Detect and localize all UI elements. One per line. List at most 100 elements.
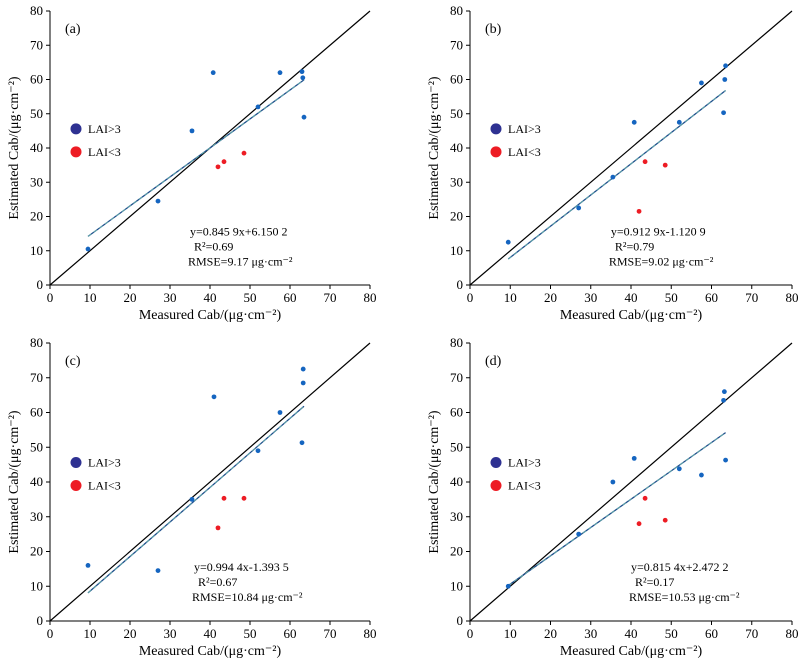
x-tick-label: 40 [204,290,217,305]
x-tick-label: 0 [467,290,474,305]
x-axis-label: Measured Cab/(μg·cm⁻²) [139,644,282,659]
data-point-lai-high [505,239,511,245]
data-point-lai-high [277,70,283,76]
y-tick-label: 10 [450,243,463,258]
x-tick-label: 20 [124,626,137,641]
y-tick-label: 70 [450,370,463,385]
chart-panel-c: 0 10 20 30 40 50 60 70 80 0 10 20 30 40 50 60 70 80 Measur… [7,335,377,659]
data-point-lai-low [662,517,668,523]
x-tick-label: 80 [786,290,799,305]
legend-marker [490,123,502,135]
rmse-value: RMSE=9.02 μg·cm⁻² [609,255,714,269]
data-point-lai-high [721,110,726,116]
regression-line-dash [87,79,305,237]
data-point-lai-low [642,159,648,165]
y-tick-label: 50 [30,439,43,454]
data-point-lai-high [576,205,582,211]
data-point-lai-high [723,457,728,463]
y-tick-label: 30 [450,174,463,189]
panel-label: (c) [65,354,81,369]
x-tick-label: 60 [284,290,297,305]
data-point-lai-high [631,119,637,125]
data-point-lai-high [85,246,91,252]
data-point-lai-high [189,128,195,134]
panel-label: (b) [485,22,502,37]
x-tick-label: 30 [164,290,177,305]
y-tick-label: 20 [30,209,43,224]
r-squared: R²=0.69 [194,240,233,254]
data-point-lai-high [255,448,261,454]
x-tick-label: 10 [504,626,517,641]
data-point-lai-high [610,479,616,485]
y-tick-label: 0 [37,277,44,292]
panel-label: (d) [485,354,502,369]
data-point-lai-low [642,495,648,501]
x-tick-label: 0 [47,626,54,641]
x-tick-label: 80 [364,626,377,641]
y-tick-label: 0 [37,613,44,628]
data-point-lai-low [662,162,668,168]
data-point-lai-low [221,159,227,165]
legend-label: LAI>3 [88,456,121,470]
data-point-lai-high [723,63,728,69]
x-axis-label: Measured Cab/(μg·cm⁻²) [560,308,703,323]
y-tick-label: 30 [450,509,463,524]
data-point-lai-high [721,397,726,403]
data-point-lai-high [699,80,704,86]
x-tick-label: 60 [284,626,297,641]
y-tick-label: 40 [30,140,43,155]
regression-equation: y=0.845 9x+6.150 2 [190,225,288,239]
legend-label: LAI<3 [88,479,121,493]
x-tick-label: 50 [244,290,257,305]
x-tick-label: 20 [544,626,557,641]
legend-marker [70,123,82,135]
chart-panel-a: 0 10 20 30 40 50 60 70 80 0 10 20 30 40 50 60 70 80 Measur… [7,3,377,323]
chart-panel-b: 0 10 20 30 40 50 60 70 80 0 10 20 30 40 50 60 70 80 Measur… [427,3,799,323]
x-tick-label: 40 [625,626,638,641]
data-point-lai-high [676,119,682,125]
one-to-one-line [469,10,793,286]
regression-line-dash [87,405,305,594]
y-axis-label: Estimated Cab/(μg·cm⁻²) [7,76,22,219]
data-point-lai-low [636,208,642,214]
regression-equation: y=0.912 9x-1.120 9 [611,225,706,239]
regression-equation: y=0.815 4x+2.472 2 [631,560,729,574]
data-point-lai-high [301,114,307,120]
y-tick-label: 20 [450,544,463,559]
y-tick-label: 10 [30,243,43,258]
data-point-lai-high [721,389,727,395]
x-tick-label: 0 [47,290,54,305]
legend-label: LAI>3 [508,456,541,470]
data-point-lai-high [300,380,306,386]
x-tick-label: 50 [665,626,678,641]
data-point-lai-low [636,521,642,527]
data-point-lai-high [189,496,195,502]
x-tick-label: 20 [544,290,557,305]
data-point-lai-high [699,472,704,478]
data-point-lai-high [576,531,582,537]
y-tick-label: 60 [30,72,43,87]
data-point-lai-low [215,525,221,531]
y-tick-label: 80 [450,335,463,350]
x-tick-label: 60 [705,626,718,641]
data-point-lai-high [300,75,306,81]
x-tick-label: 60 [705,290,718,305]
legend-label: LAI>3 [508,122,541,136]
x-tick-label: 10 [84,626,97,641]
regression-line-dash [507,90,726,260]
y-tick-label: 80 [30,3,43,18]
data-point-lai-high [676,466,682,472]
x-tick-label: 50 [244,626,257,641]
r-squared: R²=0.17 [635,575,674,589]
y-tick-label: 0 [457,277,464,292]
x-tick-label: 70 [745,290,758,305]
legend-marker [70,146,82,158]
y-tick-label: 60 [450,405,463,420]
x-tick-label: 40 [204,626,217,641]
legend-marker [490,480,502,492]
y-tick-label: 50 [450,439,463,454]
y-tick-label: 80 [30,335,43,350]
x-tick-label: 80 [786,626,799,641]
data-point-lai-high [505,583,511,589]
